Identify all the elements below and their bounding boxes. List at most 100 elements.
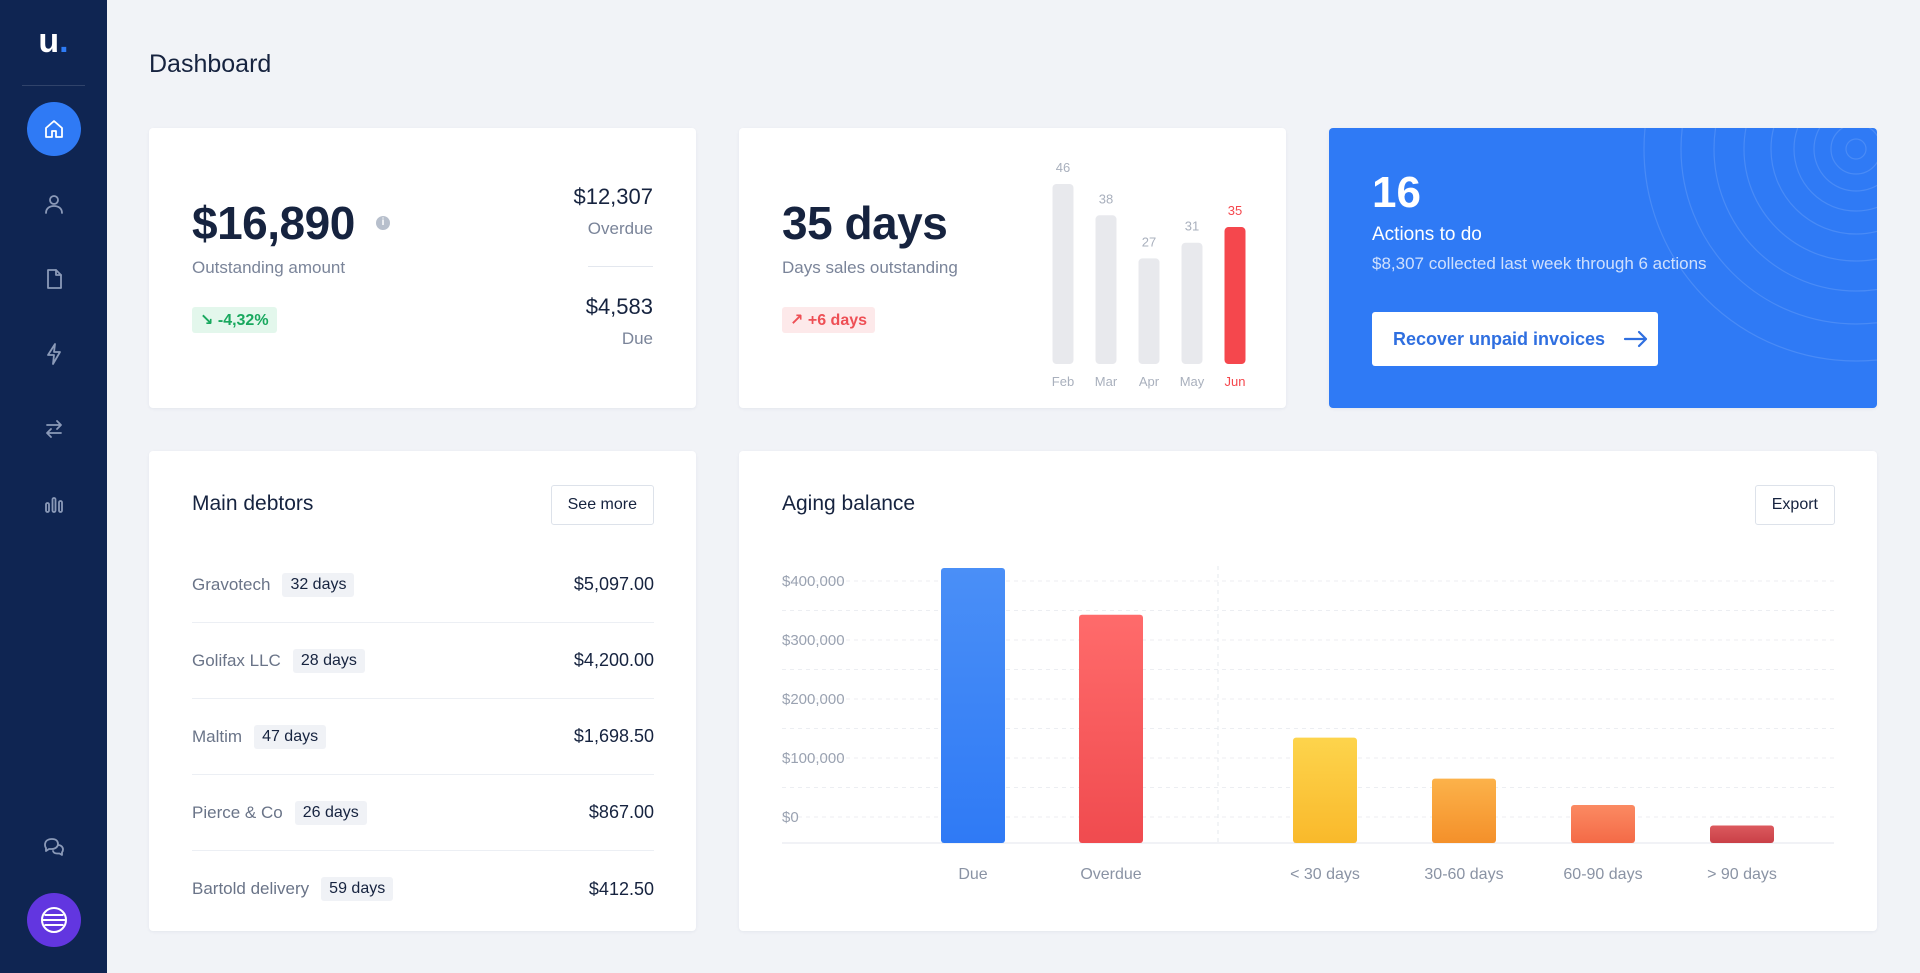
document-icon	[47, 269, 62, 289]
sidebar-item-messages[interactable]	[27, 820, 81, 874]
debtor-days-badge: 47 days	[254, 724, 327, 749]
x-category-label: Due	[958, 866, 987, 883]
dso-category-label: Mar	[1095, 374, 1118, 389]
sidebar: u.	[0, 0, 107, 973]
dso-category-label: Apr	[1139, 374, 1160, 389]
aging-balance-card: Aging balance Export $400,000 $300,000 $20…	[739, 451, 1877, 931]
info-icon[interactable]: i	[376, 216, 390, 230]
see-more-button[interactable]: See more	[550, 485, 654, 525]
sidebar-item-transactions[interactable]	[27, 402, 81, 456]
aging-bar[interactable]	[1571, 804, 1635, 843]
arrow-up-right-icon: ↗	[790, 312, 804, 329]
dso-change-badge: ↗ +6 days	[782, 307, 876, 333]
debtor-row[interactable]: Maltim 47 days $1,698.50	[192, 699, 654, 775]
dso-category-label: May	[1180, 374, 1205, 389]
x-category-label: 60-90 days	[1563, 866, 1642, 883]
outstanding-card: $16,890 i Outstanding amount ↘ -4,32% $1…	[149, 128, 696, 408]
dso-card: 35 days Days sales outstanding ↗ +6 days…	[739, 128, 1286, 408]
sidebar-item-home[interactable]	[27, 102, 81, 156]
aging-bar[interactable]	[1432, 778, 1496, 843]
y-tick-label: $100,000	[782, 750, 845, 767]
debtor-days-badge: 26 days	[294, 800, 367, 825]
arrow-down-right-icon: ↘	[200, 312, 214, 329]
debtor-row[interactable]: Gravotech 32 days $5,097.00	[192, 547, 654, 623]
y-tick-label: $200,000	[782, 691, 845, 708]
debtor-name: Pierce & Co	[192, 802, 283, 822]
due-label: Due	[621, 329, 653, 348]
globe-icon	[41, 907, 67, 933]
dso-value: 35 days	[782, 197, 948, 249]
bar-chart-icon	[45, 497, 63, 513]
sidebar-item-contacts[interactable]	[27, 177, 81, 231]
dso-bar[interactable]	[1181, 242, 1203, 364]
page-title: Dashboard	[149, 50, 272, 78]
aging-bar[interactable]	[941, 568, 1005, 843]
debtor-days-badge: 32 days	[282, 572, 355, 597]
actions-card: 16 Actions to do $8,307 collected last w…	[1329, 128, 1877, 408]
change-badge: ↘ -4,32%	[192, 307, 277, 333]
overdue-value: $12,307	[573, 184, 653, 209]
outstanding-label: Outstanding amount	[192, 258, 346, 277]
x-category-label: Overdue	[1080, 866, 1141, 883]
chat-icon	[44, 838, 64, 856]
dso-change-value: +6 days	[807, 312, 868, 329]
dso-bar[interactable]	[1224, 227, 1246, 364]
y-tick-label: $400,000	[782, 573, 845, 590]
debtors-title: Main debtors	[192, 492, 314, 515]
aging-title: Aging balance	[782, 492, 916, 515]
app-logo[interactable]: u.	[0, 22, 107, 61]
main-debtors-card: Main debtors See more Gravotech 32 days $5…	[149, 451, 696, 931]
dso-bar[interactable]	[1138, 258, 1160, 364]
debtor-row[interactable]: Golifax LLC 28 days $4,200.00	[192, 623, 654, 699]
dso-bar-chart: 46 Feb 38 Mar 27 Apr 31 May 35 Jun	[1052, 160, 1246, 389]
outstanding-amount: $16,890	[192, 197, 355, 249]
y-tick-label: $300,000	[782, 632, 845, 649]
x-category-label: > 90 days	[1707, 866, 1777, 883]
aging-bar[interactable]	[1710, 825, 1774, 843]
actions-subtitle: $8,307 collected last week through 6 act…	[1372, 254, 1707, 273]
debtor-row[interactable]: Bartold delivery 59 days $412.50	[192, 851, 654, 927]
dso-label: Days sales outstanding	[782, 258, 958, 277]
sidebar-item-automations[interactable]	[27, 327, 81, 381]
user-icon	[45, 195, 63, 214]
x-category-label: < 30 days	[1290, 866, 1360, 883]
home-icon	[45, 120, 63, 138]
debtor-days-badge: 28 days	[292, 648, 365, 673]
recover-invoices-button[interactable]: Recover unpaid invoices	[1372, 312, 1658, 366]
arrow-right-icon	[1623, 330, 1648, 348]
debtor-name: Gravotech	[192, 574, 271, 594]
dso-bar-value: 35	[1228, 203, 1242, 218]
sidebar-item-invoices[interactable]	[27, 252, 81, 306]
change-value: -4,32%	[217, 312, 269, 329]
debtor-amount: $4,200.00	[573, 650, 654, 670]
user-avatar[interactable]	[27, 893, 81, 947]
lightning-icon	[47, 343, 61, 365]
logo-dot: .	[59, 22, 69, 60]
aging-bar[interactable]	[1079, 614, 1143, 843]
debtor-amount: $412.50	[588, 878, 654, 899]
dso-bar[interactable]	[1095, 215, 1117, 364]
dso-category-label: Feb	[1052, 374, 1074, 389]
debtor-name: Bartold delivery	[192, 879, 310, 898]
logo-letter: u	[38, 22, 60, 60]
overdue-label: Overdue	[587, 219, 653, 238]
dso-bar-value: 31	[1185, 219, 1199, 234]
aging-bar[interactable]	[1293, 737, 1357, 843]
debtor-name: Maltim	[192, 726, 243, 746]
dso-bar-value: 27	[1142, 234, 1156, 249]
actions-title: Actions to do	[1372, 224, 1482, 245]
debtor-amount: $867.00	[588, 802, 654, 822]
debtor-amount: $1,698.50	[573, 726, 654, 746]
export-button[interactable]: Export	[1754, 485, 1835, 525]
recover-button-label: Recover unpaid invoices	[1393, 328, 1606, 349]
sidebar-item-reports[interactable]	[27, 477, 81, 531]
sidebar-divider	[22, 85, 85, 86]
debtor-days-badge: 59 days	[321, 877, 394, 901]
aging-bar-chart: $400,000 $300,000 $200,000 $100,000 $0 Due Ove…	[782, 566, 1834, 883]
debtor-row[interactable]: Pierce & Co 26 days $867.00	[192, 775, 654, 851]
debtor-name: Golifax LLC	[192, 650, 281, 670]
due-value: $4,583	[585, 294, 653, 319]
transfer-icon	[46, 420, 62, 438]
debtors-list: Gravotech 32 days $5,097.00 Golifax LLC 28 d…	[192, 547, 654, 927]
dso-bar[interactable]	[1052, 184, 1074, 364]
